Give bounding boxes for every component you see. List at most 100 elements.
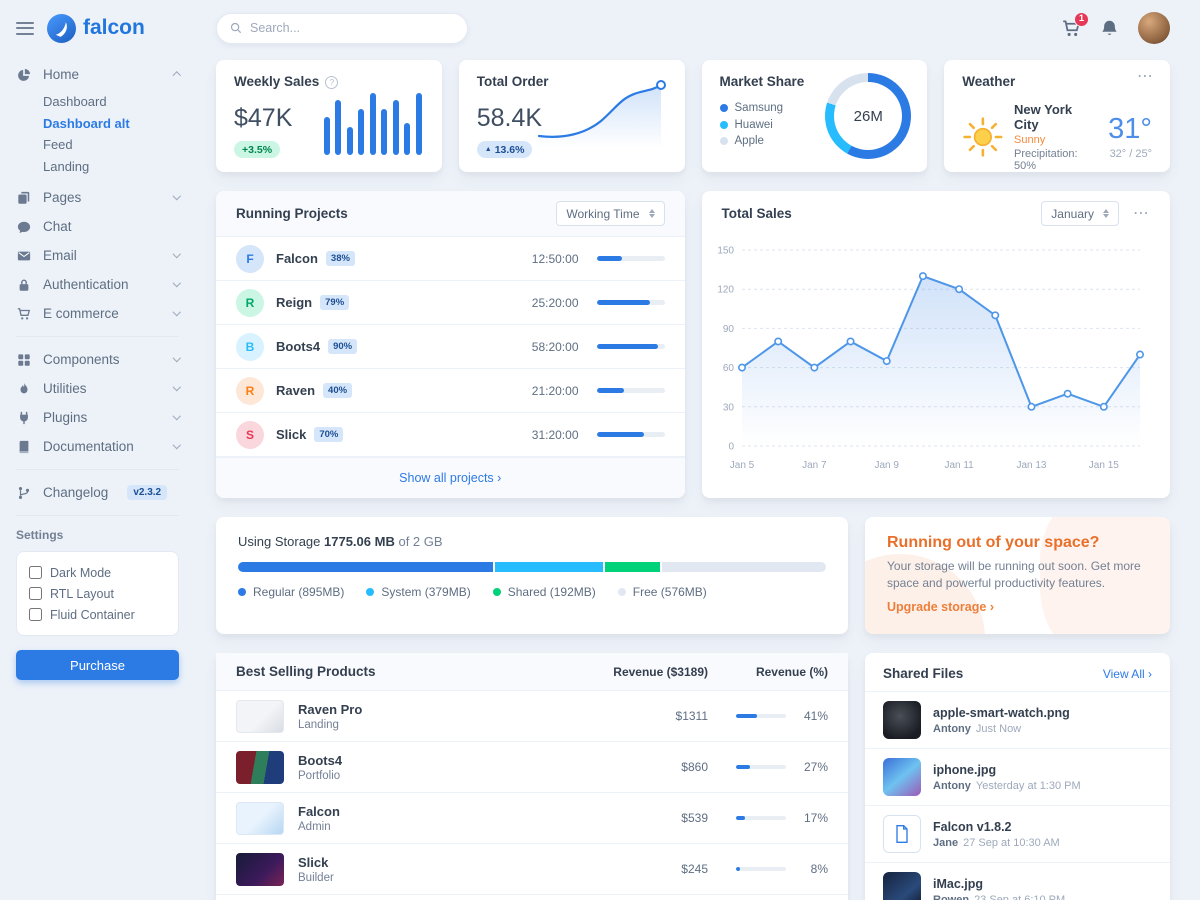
sidebar-nav: Home Dashboard Dashboard alt Feed Landin… [16, 60, 181, 516]
weekly-sales-card: Weekly Sales $47K +3.5% [216, 60, 442, 172]
sidebar-item-pages[interactable]: Pages [16, 183, 181, 212]
fluid-container-checkbox[interactable] [29, 608, 42, 621]
sidebar-item-documentation[interactable]: Documentation [16, 432, 181, 461]
weather-condition: Sunny [1014, 134, 1046, 146]
working-time-select[interactable]: Working Time [556, 201, 665, 226]
product-row: Raven Pro Landing $1311 41% [216, 691, 848, 742]
file-thumbnail [883, 701, 921, 739]
settings-panel: Dark Mode RTL Layout Fluid Container [16, 551, 179, 636]
product-progress-bar [736, 867, 786, 871]
rtl-layout-checkbox[interactable] [29, 587, 42, 600]
sidebar-item-feed[interactable]: Feed [43, 137, 73, 153]
sidebar-item-chat[interactable]: Chat [16, 212, 179, 241]
svg-text:0: 0 [728, 442, 734, 453]
chevron-down-icon [172, 279, 181, 287]
show-all-projects-link[interactable]: Show all projects [399, 471, 501, 485]
rtl-layout-toggle[interactable]: RTL Layout [29, 583, 166, 604]
revenue-percent-column-header: Revenue (%) [755, 664, 828, 679]
project-name[interactable]: Raven [276, 383, 316, 398]
notifications-button[interactable] [1100, 19, 1119, 38]
market-share-card: Market Share Samsung Huawei Apple 26M [701, 60, 928, 172]
project-row: S Slick 70% 31:20:00 [216, 413, 685, 457]
falcon-logo-icon [47, 13, 76, 43]
sidebar-divider [16, 515, 179, 516]
book-icon [16, 440, 32, 454]
sidebar-item-plugins[interactable]: Plugins [16, 403, 181, 432]
purchase-button[interactable]: Purchase [16, 650, 179, 680]
sidebar-item-components[interactable]: Components [16, 345, 181, 374]
project-name[interactable]: Boots4 [276, 339, 321, 354]
dark-mode-toggle[interactable]: Dark Mode [29, 562, 166, 583]
revenue-column-header: Revenue ($3189) [613, 664, 708, 679]
sidebar-item-utilities[interactable]: Utilities [16, 374, 181, 403]
legend-item: Apple [719, 135, 910, 147]
product-name[interactable]: Boots4 [298, 752, 343, 768]
sidebar-item-dashboard-alt[interactable]: Dashboard alt [43, 115, 130, 131]
svg-text:Jan 11: Jan 11 [944, 460, 974, 471]
hamburger-menu-icon[interactable] [16, 21, 34, 35]
month-select[interactable]: January [1041, 201, 1119, 226]
upgrade-storage-link[interactable]: Upgrade storage [887, 600, 994, 614]
chevron-down-icon [172, 412, 181, 420]
file-name[interactable]: apple-smart-watch.png [933, 705, 1070, 720]
product-thumbnail [236, 801, 284, 835]
project-avatar: S [236, 420, 264, 449]
card-menu-icon[interactable] [1133, 209, 1150, 219]
fluid-container-toggle[interactable]: Fluid Container [29, 604, 166, 625]
sidebar-item-home[interactable]: Home [16, 60, 181, 89]
user-avatar[interactable] [1138, 12, 1170, 44]
file-meta: Antony Just Now [933, 722, 1022, 735]
legend-dot [366, 588, 375, 596]
project-name[interactable]: Reign [276, 295, 313, 310]
search-box[interactable] [216, 12, 468, 44]
legend-dot [719, 104, 728, 112]
sidebar: falcon Home Dashboard Dashboard alt Feed… [0, 0, 197, 900]
sidebar-item-landing[interactable]: Landing [43, 158, 90, 174]
file-name[interactable]: iMac.jpg [933, 876, 984, 891]
brand-logo[interactable]: falcon [47, 13, 145, 43]
file-name[interactable]: Falcon v1.8.2 [933, 819, 1012, 834]
bottom-row: Best Selling Products Revenue ($3189) Re… [216, 653, 1170, 900]
total-order-line-chart [533, 76, 673, 157]
storage-legend: Regular (895MB) System (379MB) Shared (1… [238, 585, 826, 599]
sidebar-item-changelog[interactable]: Changelog v2.3.2 [16, 478, 179, 507]
storage-title: Using Storage 1775.06 MB of 2 GB [238, 534, 443, 549]
sidebar-divider [16, 469, 179, 470]
plug-icon [16, 411, 32, 425]
project-time: 12:50:00 [531, 251, 579, 266]
market-share-donut: 26M [825, 73, 912, 159]
view-all-link[interactable]: View All [1103, 667, 1152, 681]
product-name[interactable]: Falcon [298, 803, 340, 819]
card-title: Weather [962, 74, 1016, 89]
product-name[interactable]: Slick [298, 854, 329, 870]
card-menu-icon[interactable] [1137, 72, 1154, 82]
project-row: R Raven 40% 21:20:00 [216, 369, 685, 413]
sidebar-item-email[interactable]: Email [16, 241, 181, 270]
sidebar-item-authentication[interactable]: Authentication [16, 270, 181, 299]
product-percent: 27% [803, 760, 828, 774]
file-name[interactable]: iphone.jpg [933, 762, 997, 777]
dark-mode-checkbox[interactable] [29, 566, 42, 579]
sidebar-item-dashboard[interactable]: Dashboard [43, 94, 107, 110]
file-meta: Antony Yesterday at 1:30 PM [933, 779, 1081, 792]
legend-item: Huawei [719, 119, 910, 131]
product-percent: 8% [810, 862, 828, 876]
project-row: F Falcon 38% 12:50:00 [216, 237, 685, 281]
file-item: iphone.jpg Antony Yesterday at 1:30 PM [865, 748, 1170, 805]
help-icon[interactable] [325, 75, 339, 89]
product-name[interactable]: Raven Pro [298, 701, 363, 717]
brand-name: falcon [83, 16, 145, 39]
chat-icon [16, 220, 32, 234]
product-percent: 17% [803, 811, 828, 825]
product-revenue: $860 [681, 760, 708, 774]
cart-button[interactable]: 1 [1062, 11, 1089, 38]
search-input[interactable] [250, 21, 454, 35]
cart-icon [16, 307, 32, 321]
project-name[interactable]: Falcon [276, 251, 318, 266]
project-name[interactable]: Slick [276, 427, 307, 442]
product-progress-bar [736, 765, 786, 769]
total-sales-line-chart: 0 30 60 90 120 150 Jan 5 Jan 7 Jan 9 Jan 11 Jan 13… [717, 246, 1144, 471]
sidebar-item-ecommerce[interactable]: E commerce [16, 299, 181, 328]
project-list: F Falcon 38% 12:50:00 R Reign 79% 25:20:… [216, 237, 685, 457]
project-avatar: R [236, 288, 264, 317]
